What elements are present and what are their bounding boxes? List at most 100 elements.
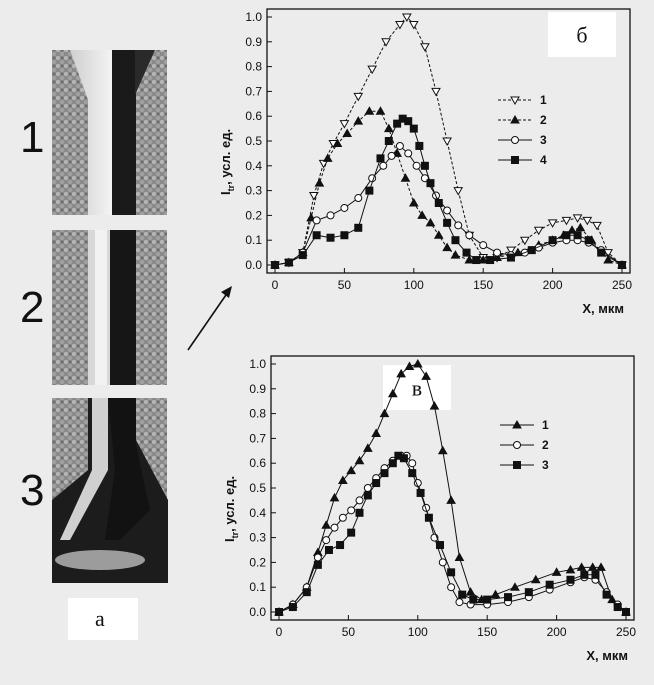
row-label-2: 2 — [20, 283, 44, 332]
data-point — [422, 503, 431, 512]
panel-letter: б — [576, 23, 587, 48]
x-axis-label: X, мкм — [586, 648, 628, 663]
data-point — [393, 119, 402, 128]
data-point — [395, 141, 404, 150]
legend-label: 4 — [540, 153, 547, 167]
data-point — [454, 552, 465, 561]
chart-0: 0.0 0.1 0.2 0.3 0.4 0.5 0.6 0.7 0.8 0.9 1.0 0 50 100 1… — [218, 8, 632, 316]
data-point — [324, 546, 333, 554]
data-point — [401, 13, 412, 23]
data-point — [404, 149, 413, 158]
data-point — [365, 186, 374, 195]
y-tick-label: 0.1 — [245, 233, 262, 247]
data-point — [533, 226, 544, 236]
data-point — [506, 253, 515, 262]
data-point — [576, 562, 587, 571]
data-point — [562, 231, 571, 240]
data-point — [602, 590, 611, 599]
x-axis-label: X, мкм — [582, 301, 624, 316]
data-point — [421, 371, 431, 380]
data-point — [353, 116, 364, 125]
data-point — [622, 608, 630, 616]
data-point — [384, 137, 393, 145]
x-tick-label: 100 — [408, 625, 428, 639]
data-point — [275, 608, 283, 616]
legend-label: 1 — [540, 93, 547, 107]
y-tick-label: 0.5 — [245, 134, 262, 148]
panel-letter-box — [383, 365, 451, 410]
data-point — [408, 459, 417, 468]
data-point — [387, 151, 396, 160]
data-point — [313, 553, 322, 562]
data-point — [372, 479, 381, 488]
legend-item-3: 3 — [498, 133, 547, 147]
data-point — [338, 513, 347, 522]
data-point — [519, 236, 530, 246]
data-point — [596, 562, 606, 571]
data-point — [438, 558, 447, 567]
legend-item-2: 2 — [498, 113, 547, 127]
data-point — [355, 508, 364, 517]
x-tick-label: 0 — [276, 625, 283, 639]
data-point — [364, 106, 375, 115]
data-point — [446, 495, 456, 504]
data-point — [371, 428, 382, 437]
series-1 — [274, 358, 631, 616]
panel-a-label-box — [68, 598, 138, 640]
y-axis-label-main: I — [222, 538, 237, 542]
data-point — [561, 216, 572, 226]
data-point — [376, 154, 385, 163]
data-point — [340, 231, 349, 240]
y-tick-label: 1.0 — [245, 10, 262, 24]
data-point — [447, 583, 456, 592]
data-point — [329, 492, 340, 502]
data-point — [337, 475, 348, 485]
y-tick-label: 0.2 — [249, 555, 266, 569]
data-point — [387, 388, 398, 398]
x-tick-label: 100 — [404, 278, 424, 292]
data-point — [314, 178, 325, 187]
data-point — [355, 496, 364, 505]
data-point — [490, 589, 501, 599]
data-point — [408, 20, 419, 30]
data-point — [420, 43, 430, 52]
data-point — [298, 251, 307, 260]
data-point — [592, 221, 602, 231]
y-tick-label: 0.6 — [245, 109, 262, 123]
legend-marker — [511, 156, 519, 164]
data-point — [442, 242, 452, 252]
data-point — [354, 223, 363, 232]
panel-letter-box — [548, 12, 616, 57]
pointer-arrow — [187, 286, 232, 351]
x-tick-label: 50 — [338, 278, 352, 292]
data-point — [288, 603, 297, 612]
y-axis-label-sub: tr — [230, 531, 240, 538]
y-tick-label: 0.2 — [245, 208, 262, 222]
y-tick-label: 0.7 — [245, 84, 262, 98]
x-tick-label: 50 — [342, 625, 356, 639]
data-point — [472, 256, 481, 265]
data-point — [469, 595, 478, 604]
data-point — [504, 593, 513, 602]
data-point — [379, 161, 388, 170]
data-point — [383, 123, 394, 133]
data-point — [566, 575, 575, 584]
data-point — [362, 443, 373, 452]
y-tick-label: 0.4 — [245, 159, 262, 173]
x-tick-label: 250 — [612, 278, 632, 292]
x-tick-label: 150 — [473, 278, 493, 292]
data-point — [284, 258, 293, 267]
data-point — [479, 241, 488, 250]
series-3 — [275, 451, 630, 616]
data-point — [547, 219, 558, 228]
y-tick-label: 0.8 — [245, 60, 262, 74]
y-tick-label: 0.3 — [245, 184, 262, 198]
y-tick-label: 0.1 — [249, 580, 266, 594]
micrograph-panel: 1 2 3 а — [20, 50, 168, 640]
data-point — [433, 230, 444, 239]
data-point — [354, 194, 363, 203]
data-point — [465, 587, 476, 596]
data-point — [587, 562, 598, 571]
y-tick-label: 0.5 — [249, 481, 266, 495]
